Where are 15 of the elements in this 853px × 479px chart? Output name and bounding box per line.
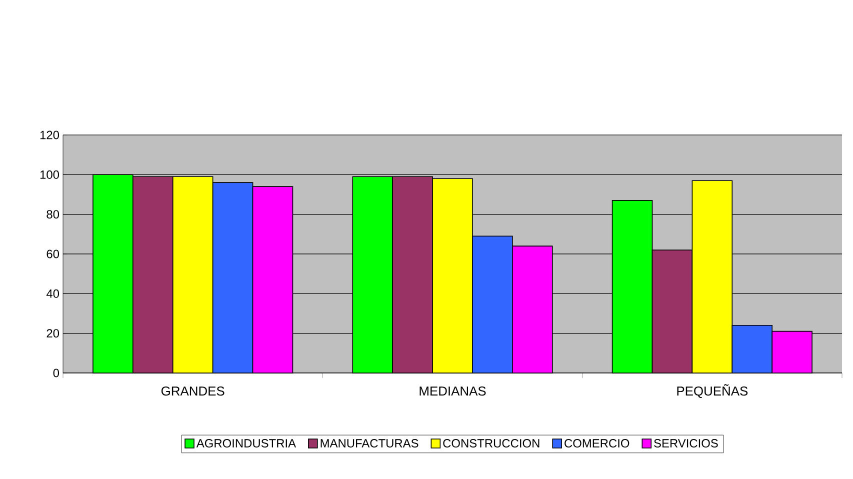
y-tick-label: 60 [46,250,60,258]
x-tick-label: MEDIANAS [420,386,486,396]
y-tick-label: 0 [53,368,60,378]
legend-label: SERVICIOS [654,439,718,448]
legend-label: COMERCIO [564,439,630,448]
y-tick-label: 100 [40,170,60,179]
y-tick-label: 20 [46,329,60,338]
x-tick-label: GRANDES [161,386,224,396]
y-tick-label: 80 [46,210,60,219]
legend-label: AGROINDUSTRIA [196,439,296,448]
legend-label: MANUFACTURAS [320,439,418,448]
x-tick-label: PEQUEÑAS [677,384,748,398]
y-tick-label: 40 [46,289,60,298]
legend-label: CONSTRUCCION [443,439,540,448]
y-tick-label: 120 [40,130,60,140]
